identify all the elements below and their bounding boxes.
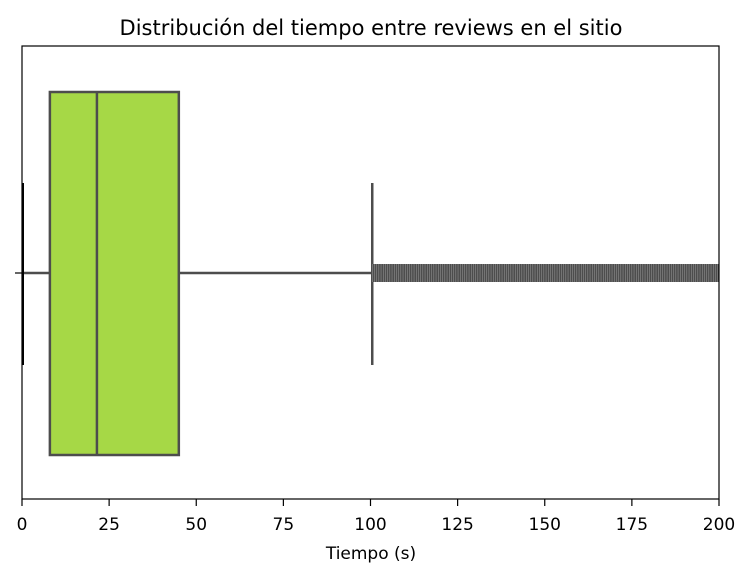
x-tick-label: 200 — [703, 515, 735, 535]
x-tick-label: 0 — [17, 515, 28, 535]
x-axis-ticks: 0 25 50 75 100 125 150 175 200 — [17, 499, 735, 535]
outliers — [371, 264, 719, 282]
x-tick-label: 75 — [273, 515, 295, 535]
x-tick-label: 100 — [354, 515, 386, 535]
chart-title: Distribución del tiempo entre reviews en… — [120, 16, 623, 40]
plot-area — [22, 90, 719, 457]
box-iqr — [48, 90, 181, 457]
x-tick-label: 150 — [529, 515, 561, 535]
x-tick-label: 125 — [441, 515, 473, 535]
x-axis-label: Tiempo (s) — [325, 544, 416, 564]
x-tick-label: 175 — [616, 515, 648, 535]
outlier-band — [372, 264, 719, 282]
x-tick-label: 50 — [185, 515, 207, 535]
x-tick-label: 25 — [98, 515, 120, 535]
